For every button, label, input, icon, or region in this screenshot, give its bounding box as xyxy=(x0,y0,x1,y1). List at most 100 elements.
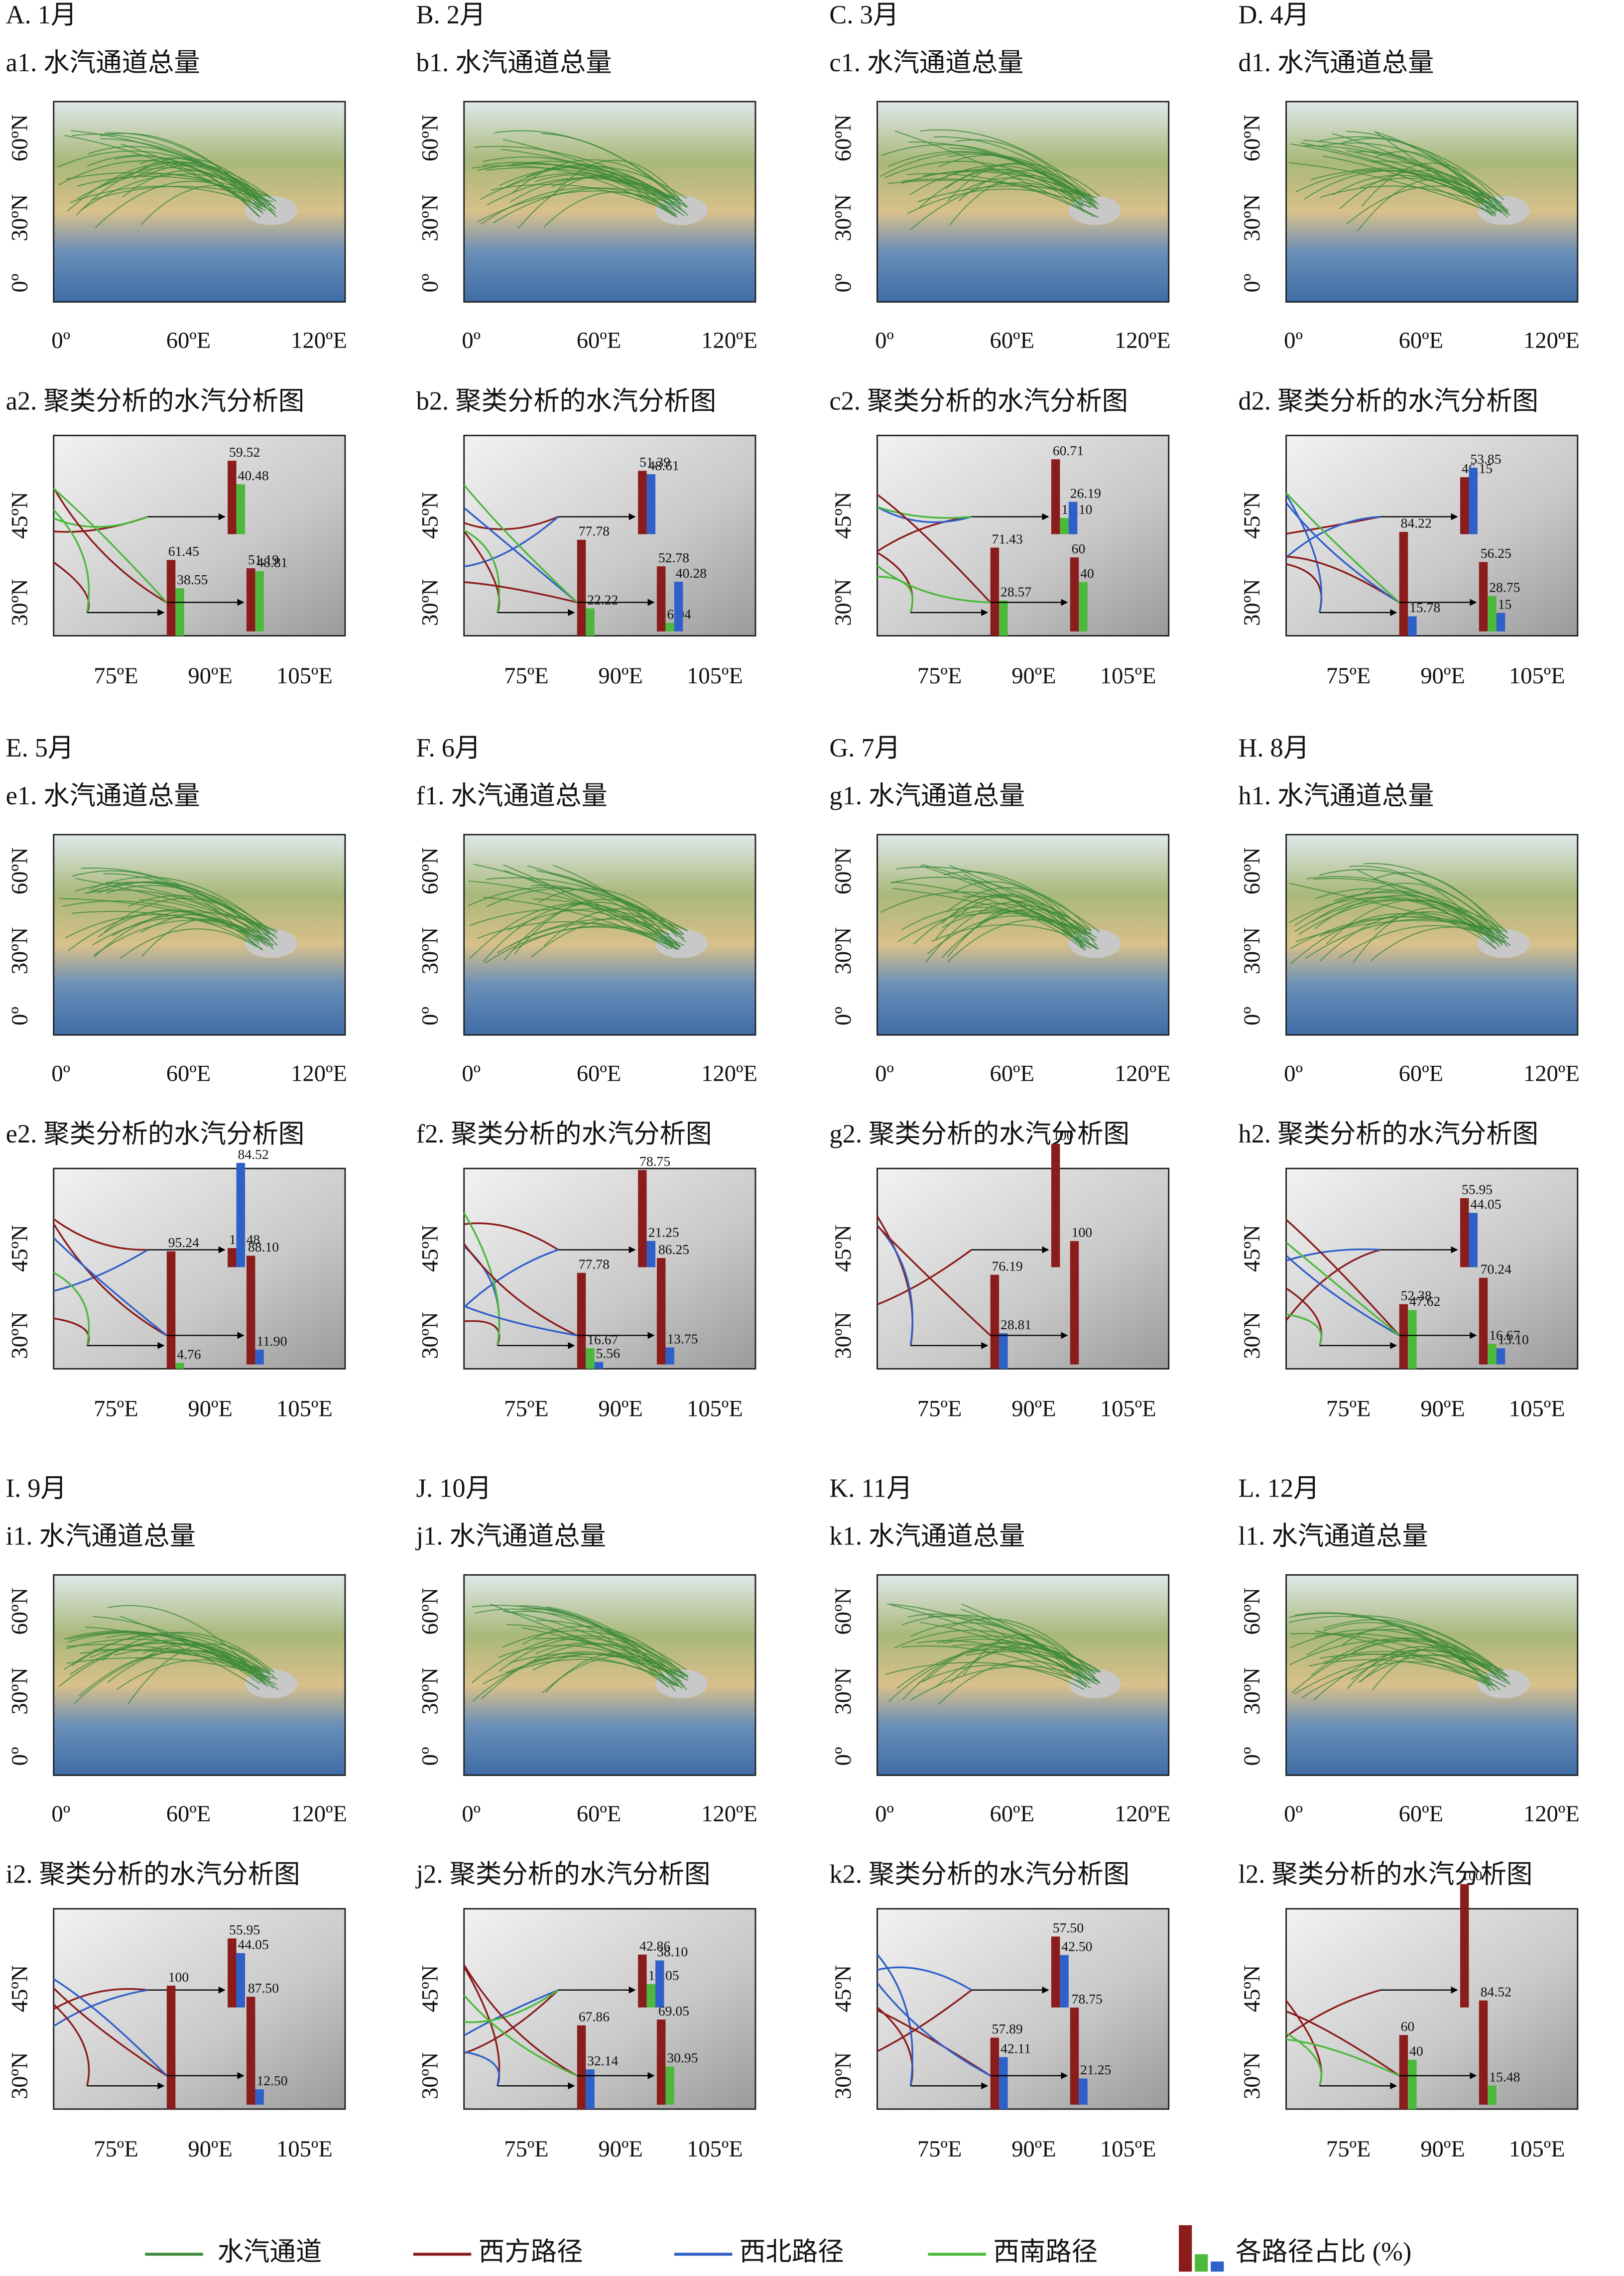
channel-trajectory xyxy=(907,1613,1082,1680)
route-trajectory xyxy=(1285,1989,1381,2037)
bar-value-label: 44.05 xyxy=(1470,1196,1501,1212)
map-x-tick-label: 60ºE xyxy=(1399,1801,1443,1827)
panel-label: L. 12月 xyxy=(1239,1474,1320,1503)
legend-label: 西方路径 xyxy=(479,2237,583,2266)
bar-value-label: 60 xyxy=(1401,2019,1415,2034)
cluster-y-tick-label: 45ºN xyxy=(830,1965,856,2013)
channel-trajectory xyxy=(119,1615,271,1683)
bar xyxy=(594,1362,604,1369)
map-x-tick-label: 60ºE xyxy=(166,1060,211,1086)
map-x-tick-label: 120ºE xyxy=(291,1801,347,1827)
bar xyxy=(1479,1277,1488,1365)
channel-trajectory xyxy=(534,1638,680,1678)
cluster-y-tick-label: 30ºN xyxy=(417,1312,443,1359)
channel-trajectory xyxy=(502,1630,687,1670)
channel-trajectory xyxy=(72,870,257,947)
map-x-tick-label: 60ºE xyxy=(166,328,211,354)
map-y-tick-label: 60ºN xyxy=(417,1588,443,1635)
cluster-y-tick-label: 45ºN xyxy=(1239,492,1265,539)
route-trajectory xyxy=(53,509,90,613)
map-x-tick-label: 60ºE xyxy=(577,1801,621,1827)
channel-trajectory xyxy=(508,1611,687,1690)
cluster-x-tick-label: 90ºE xyxy=(1011,1396,1056,1422)
panel-label: G. 7月 xyxy=(829,734,900,762)
channel-trajectory xyxy=(122,170,260,202)
map-y-tick-label: 0º xyxy=(830,1007,856,1025)
cluster-x-tick-label: 75ºE xyxy=(94,1396,138,1422)
bar xyxy=(1051,1143,1060,1267)
bar xyxy=(638,471,647,534)
map-x-tick-label: 120ºE xyxy=(701,328,757,354)
map-y-tick-label: 60ºN xyxy=(6,1588,32,1635)
channel-trajectory xyxy=(1289,1613,1493,1686)
cluster-background xyxy=(53,434,346,637)
map-y-tick-label: 0º xyxy=(417,1747,443,1766)
bar-value-label: 16.67 xyxy=(1489,1327,1520,1343)
bar xyxy=(655,1960,664,2008)
map-x-tick-label: 0º xyxy=(875,1801,894,1827)
channel-trajectory xyxy=(901,1645,1092,1689)
channel-trajectory xyxy=(962,895,1096,942)
bar xyxy=(1408,616,1417,636)
cluster-x-tick-label: 90ºE xyxy=(598,1396,642,1422)
bar xyxy=(246,1997,255,2105)
bar xyxy=(1051,459,1060,534)
channel-trajectory xyxy=(1346,185,1492,225)
map-x-tick-label: 0º xyxy=(462,328,481,354)
channel-trajectory xyxy=(75,882,278,939)
cluster-y-tick-label: 30ºN xyxy=(1239,579,1265,626)
channel-trajectory xyxy=(1318,136,1504,200)
cluster-title: l2. 聚类分析的水汽分析图 xyxy=(1239,1860,1533,1889)
panel-label: F. 6月 xyxy=(416,734,481,762)
map-y-tick-label: 30ºN xyxy=(830,1667,856,1715)
map-title: h1. 水汽通道总量 xyxy=(1239,781,1434,810)
panel-label: J. 10月 xyxy=(416,1474,492,1503)
map-title: l1. 水汽通道总量 xyxy=(1239,1521,1428,1550)
channel-trajectory xyxy=(94,919,269,956)
channel-trajectory xyxy=(1363,863,1508,933)
channel-trajectory xyxy=(503,864,680,947)
bar xyxy=(255,571,264,632)
map-title: i1. 水汽通道总量 xyxy=(6,1521,196,1550)
bar-value-label: 56.25 xyxy=(1481,545,1511,561)
bar-value-label: 21.25 xyxy=(648,1225,679,1240)
bar-value-label: 84.52 xyxy=(238,1146,269,1162)
cluster-title: e2. 聚类分析的水汽分析图 xyxy=(6,1120,305,1148)
route-trajectory xyxy=(1285,1242,1400,1336)
map-background xyxy=(876,1574,1170,1776)
channel-trajectory xyxy=(1315,888,1496,940)
cluster-x-tick-label: 105ºE xyxy=(1100,2136,1156,2162)
route-trajectory xyxy=(464,1305,578,1337)
channel-trajectory xyxy=(1289,897,1493,940)
bar-value-label: 5.56 xyxy=(596,1345,620,1361)
channel-trajectory xyxy=(1301,1661,1491,1698)
bar xyxy=(665,1347,674,1365)
bar xyxy=(638,1954,647,2008)
bar-value-label: 60.71 xyxy=(1053,443,1084,458)
route-trajectory xyxy=(463,1989,559,2036)
legend-label: 西北路径 xyxy=(740,2237,844,2266)
channel-trajectory xyxy=(935,895,1085,945)
route-trajectory xyxy=(53,1978,168,2077)
bar-value-label: 40.28 xyxy=(676,565,707,581)
channel-trajectory xyxy=(1320,185,1502,213)
bar xyxy=(1460,1198,1469,1267)
route-trajectory xyxy=(464,581,578,604)
cluster-title: g2. 聚类分析的水汽分析图 xyxy=(829,1120,1129,1148)
channel-trajectory xyxy=(948,153,1094,206)
bar xyxy=(236,1163,246,1267)
channel-trajectory xyxy=(75,878,278,931)
map-background xyxy=(1285,1574,1579,1776)
route-trajectory xyxy=(876,1989,972,2052)
channel-trajectory xyxy=(516,1605,676,1692)
route-trajectory xyxy=(53,1218,148,1251)
map-y-tick-label: 0º xyxy=(1239,273,1265,292)
channel-trajectory xyxy=(93,1649,265,1670)
route-trajectory xyxy=(876,1249,972,1305)
bar xyxy=(246,568,255,632)
channel-trajectory xyxy=(1294,899,1505,939)
channel-trajectory xyxy=(121,143,263,213)
bar-value-label: 77.78 xyxy=(579,523,610,539)
route-trajectory xyxy=(1286,1248,1380,1262)
channel-trajectory xyxy=(1313,1649,1497,1701)
